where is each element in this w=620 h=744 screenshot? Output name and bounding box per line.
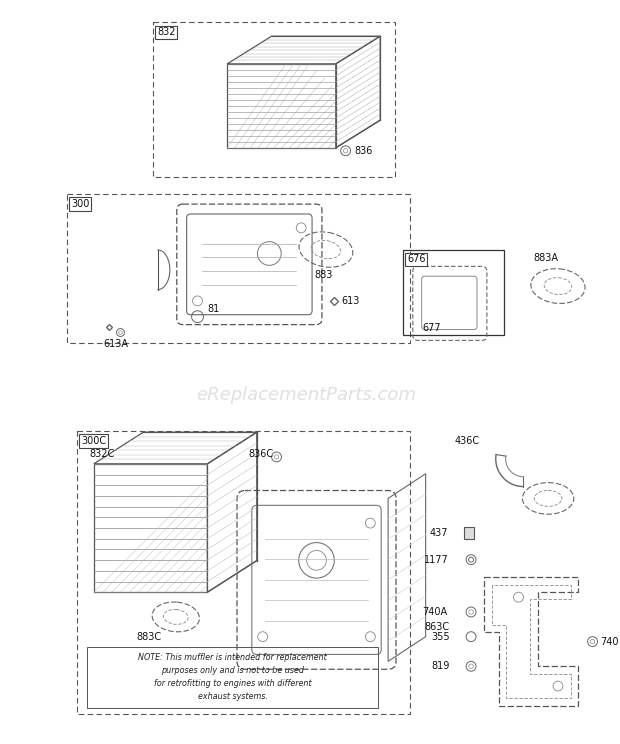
Text: 437: 437 [430, 528, 448, 538]
Text: 613: 613 [342, 296, 360, 306]
Text: 740: 740 [600, 637, 619, 647]
Bar [87, 647, 378, 708]
Bar [153, 22, 395, 178]
Text: 863C: 863C [425, 622, 450, 632]
Text: 883: 883 [314, 270, 332, 280]
Bar [77, 432, 410, 713]
Text: 300C: 300C [81, 436, 106, 446]
Text: 819: 819 [432, 661, 450, 671]
Text: 677: 677 [423, 323, 441, 333]
Text: NOTE: This muffler is intended for replacement
purposes only and is not to be us: NOTE: This muffler is intended for repla… [138, 653, 327, 701]
Text: 436C: 436C [454, 436, 479, 446]
Text: 883A: 883A [533, 254, 558, 263]
Text: 883C: 883C [136, 632, 161, 641]
Text: 836C: 836C [249, 449, 274, 459]
Text: 836: 836 [355, 146, 373, 155]
Text: 832C: 832C [89, 449, 114, 459]
Text: 832: 832 [157, 28, 175, 37]
Text: 355: 355 [432, 632, 450, 641]
Bar [464, 527, 474, 539]
Bar [403, 249, 503, 336]
Text: eReplacementParts.com: eReplacementParts.com [196, 385, 416, 404]
Text: 740A: 740A [422, 607, 447, 617]
Text: 81: 81 [207, 304, 219, 314]
Text: 300: 300 [71, 199, 89, 209]
Text: 676: 676 [407, 254, 425, 264]
Text: 613A: 613A [104, 339, 129, 350]
Bar [67, 194, 410, 344]
Text: 1177: 1177 [423, 554, 448, 565]
